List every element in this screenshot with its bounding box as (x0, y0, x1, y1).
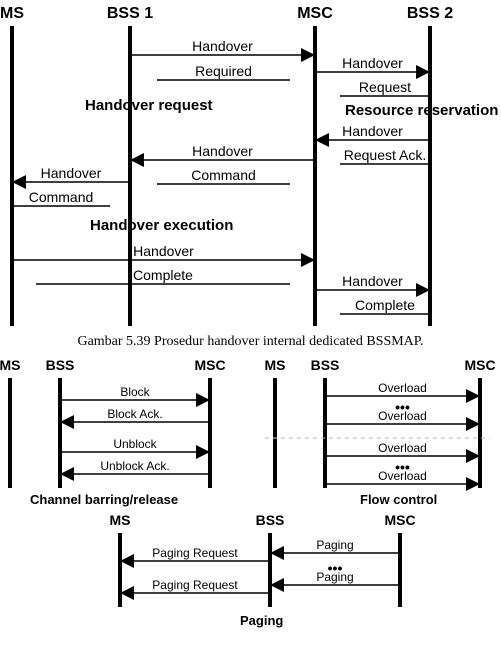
svg-text:Command: Command (191, 167, 256, 183)
svg-text:Block: Block (120, 385, 150, 399)
svg-text:Handover: Handover (342, 273, 403, 289)
svg-text:Paging Request: Paging Request (152, 578, 238, 592)
svg-text:Overload: Overload (378, 381, 427, 395)
svg-text:Overload: Overload (378, 441, 427, 455)
svg-text:Required: Required (195, 63, 252, 79)
svg-text:BSS: BSS (46, 357, 75, 373)
svg-text:MS: MS (0, 357, 21, 373)
svg-text:BSS: BSS (311, 357, 340, 373)
svg-text:Handover request: Handover request (85, 97, 213, 114)
figure-caption: Gambar 5.39 Prosedur handover internal d… (0, 334, 501, 350)
block-flow-diagrams: MS BSS MSC Block Block Ack. Unblock Unblock Ac… (0, 356, 501, 511)
paging-diagram: MSBSSMSCPagingPaging Request•••PagingPag… (0, 511, 501, 631)
svg-text:Paging: Paging (316, 538, 353, 552)
svg-text:Flow control: Flow control (360, 492, 437, 507)
svg-text:BSS: BSS (256, 512, 285, 528)
svg-text:MS: MS (0, 5, 24, 22)
svg-text:MS: MS (110, 512, 131, 528)
svg-text:MS: MS (265, 357, 286, 373)
svg-text:Handover: Handover (192, 143, 253, 159)
svg-text:Handover: Handover (192, 38, 253, 54)
svg-text:Paging: Paging (316, 570, 353, 584)
svg-text:Channel barring/release: Channel barring/release (30, 492, 178, 507)
svg-text:Overload: Overload (378, 409, 427, 423)
svg-text:Complete: Complete (133, 267, 193, 283)
svg-text:MSC: MSC (464, 357, 495, 373)
svg-text:Request Ack.: Request Ack. (344, 147, 427, 163)
svg-text:Unblock Ack.: Unblock Ack. (100, 459, 169, 473)
svg-text:Handover execution: Handover execution (90, 217, 233, 234)
svg-text:MSC: MSC (297, 5, 333, 22)
svg-text:MSC: MSC (384, 512, 415, 528)
svg-text:BSS 1: BSS 1 (107, 5, 153, 22)
svg-text:MSC: MSC (194, 357, 225, 373)
svg-text:Complete: Complete (355, 297, 415, 313)
svg-text:Request: Request (359, 79, 411, 95)
svg-text:Unblock: Unblock (113, 437, 157, 451)
svg-text:Handover: Handover (342, 55, 403, 71)
svg-text:Handover: Handover (133, 243, 194, 259)
svg-text:Command: Command (29, 189, 94, 205)
svg-text:Overload: Overload (378, 469, 427, 483)
svg-text:Paging: Paging (240, 613, 283, 628)
svg-text:Paging Request: Paging Request (152, 546, 238, 560)
handover-sequence-diagram: MS BSS 1 MSC BSS 2 Handover Required Handover R… (0, 0, 501, 330)
svg-text:BSS 2: BSS 2 (407, 5, 453, 22)
svg-text:Handover: Handover (342, 123, 403, 139)
svg-text:Resource reservation: Resource reservation (345, 102, 498, 119)
svg-text:Block Ack.: Block Ack. (107, 407, 162, 421)
svg-text:Handover: Handover (41, 165, 102, 181)
